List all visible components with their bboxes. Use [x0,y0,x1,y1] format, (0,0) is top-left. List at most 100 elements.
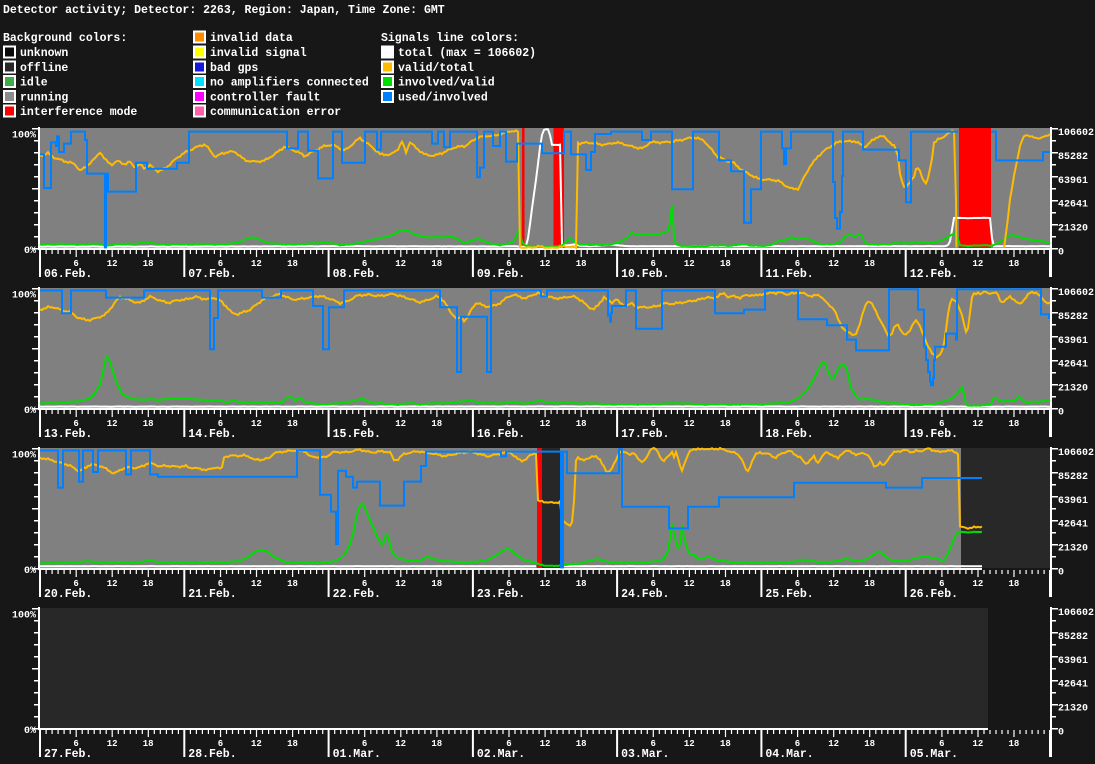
svg-text:interference mode: interference mode [20,106,137,119]
svg-text:18: 18 [287,259,298,269]
svg-text:15.Feb.: 15.Feb. [333,428,381,441]
svg-text:63961: 63961 [1058,496,1088,507]
svg-text:18: 18 [720,739,731,749]
svg-text:12: 12 [828,259,839,269]
svg-text:6: 6 [218,259,223,269]
svg-text:18: 18 [1008,739,1019,749]
svg-text:valid/total: valid/total [398,62,474,75]
svg-text:18: 18 [143,579,154,589]
svg-text:12: 12 [395,259,406,269]
svg-text:6: 6 [650,419,655,429]
svg-text:10.Feb.: 10.Feb. [621,268,669,281]
svg-text:Detector activity; Detector: 2: Detector activity; Detector: 2263, Regio… [3,4,445,17]
svg-text:11.Feb.: 11.Feb. [765,268,813,281]
svg-text:18: 18 [143,259,154,269]
svg-text:12: 12 [972,419,983,429]
svg-text:no amplifiers connected: no amplifiers connected [210,77,369,90]
svg-text:27.Feb.: 27.Feb. [44,748,92,761]
svg-text:6: 6 [939,419,944,429]
svg-text:85282: 85282 [1058,472,1088,483]
svg-text:6: 6 [939,259,944,269]
svg-text:42641: 42641 [1058,680,1088,691]
svg-text:06.Feb.: 06.Feb. [44,268,92,281]
svg-text:12: 12 [107,419,118,429]
svg-text:100%: 100% [12,451,36,462]
svg-text:6: 6 [795,259,800,269]
svg-text:100%: 100% [12,291,36,302]
svg-text:100%: 100% [12,131,36,142]
svg-text:28.Feb.: 28.Feb. [188,748,236,761]
svg-text:42641: 42641 [1058,360,1088,371]
svg-text:12: 12 [395,419,406,429]
svg-text:18: 18 [576,259,587,269]
svg-text:100%: 100% [12,611,36,622]
svg-text:18: 18 [864,579,875,589]
svg-text:18: 18 [720,419,731,429]
svg-text:offline: offline [20,62,68,75]
svg-text:6: 6 [362,579,367,589]
svg-text:controller fault: controller fault [210,92,320,105]
svg-text:6: 6 [362,739,367,749]
svg-text:13.Feb.: 13.Feb. [44,428,92,441]
svg-text:21320: 21320 [1058,704,1088,715]
svg-text:12: 12 [251,579,262,589]
svg-text:16.Feb.: 16.Feb. [477,428,525,441]
svg-text:18: 18 [576,739,587,749]
svg-text:18: 18 [864,739,875,749]
svg-text:6: 6 [73,259,78,269]
svg-text:6: 6 [939,739,944,749]
svg-text:0%: 0% [24,406,36,417]
svg-text:12: 12 [828,579,839,589]
svg-text:6: 6 [362,419,367,429]
svg-text:6: 6 [218,579,223,589]
svg-text:09.Feb.: 09.Feb. [477,268,525,281]
svg-text:6: 6 [218,419,223,429]
svg-text:01.Mar.: 01.Mar. [333,748,381,761]
svg-text:total (max = 106602): total (max = 106602) [398,47,536,60]
svg-text:12: 12 [828,419,839,429]
svg-text:Signals line colors:: Signals line colors: [381,32,519,45]
svg-text:18: 18 [720,579,731,589]
svg-text:18: 18 [1008,419,1019,429]
svg-text:6: 6 [939,579,944,589]
svg-text:18.Feb.: 18.Feb. [765,428,813,441]
svg-text:106602: 106602 [1058,288,1094,299]
svg-text:08.Feb.: 08.Feb. [333,268,381,281]
svg-text:18: 18 [287,419,298,429]
svg-text:6: 6 [650,579,655,589]
svg-text:63961: 63961 [1058,336,1088,347]
svg-text:12: 12 [107,259,118,269]
svg-text:0: 0 [1058,728,1064,739]
svg-text:21320: 21320 [1058,544,1088,555]
svg-text:6: 6 [795,739,800,749]
svg-text:Background colors:: Background colors: [3,32,127,45]
svg-text:18: 18 [576,419,587,429]
svg-text:22.Feb.: 22.Feb. [333,588,381,601]
svg-text:05.Mar.: 05.Mar. [910,748,958,761]
svg-text:18: 18 [287,739,298,749]
svg-text:6: 6 [650,259,655,269]
svg-text:running: running [20,92,68,105]
svg-text:12: 12 [540,739,551,749]
svg-text:idle: idle [20,77,48,90]
svg-text:12: 12 [395,739,406,749]
svg-text:communication error: communication error [210,106,341,119]
svg-text:63961: 63961 [1058,656,1088,667]
svg-text:20.Feb.: 20.Feb. [44,588,92,601]
svg-text:0: 0 [1058,248,1064,259]
svg-text:85282: 85282 [1058,312,1088,323]
svg-text:used/involved: used/involved [398,92,488,105]
svg-text:18: 18 [431,739,442,749]
svg-text:106602: 106602 [1058,448,1094,459]
svg-text:bad gps: bad gps [210,62,258,75]
svg-text:12: 12 [972,579,983,589]
svg-text:23.Feb.: 23.Feb. [477,588,525,601]
svg-text:12: 12 [684,739,695,749]
svg-text:18: 18 [143,419,154,429]
svg-text:21.Feb.: 21.Feb. [188,588,236,601]
svg-text:18: 18 [287,579,298,589]
svg-text:25.Feb.: 25.Feb. [765,588,813,601]
svg-text:106602: 106602 [1058,608,1094,619]
svg-text:0%: 0% [24,246,36,257]
svg-text:18: 18 [576,579,587,589]
